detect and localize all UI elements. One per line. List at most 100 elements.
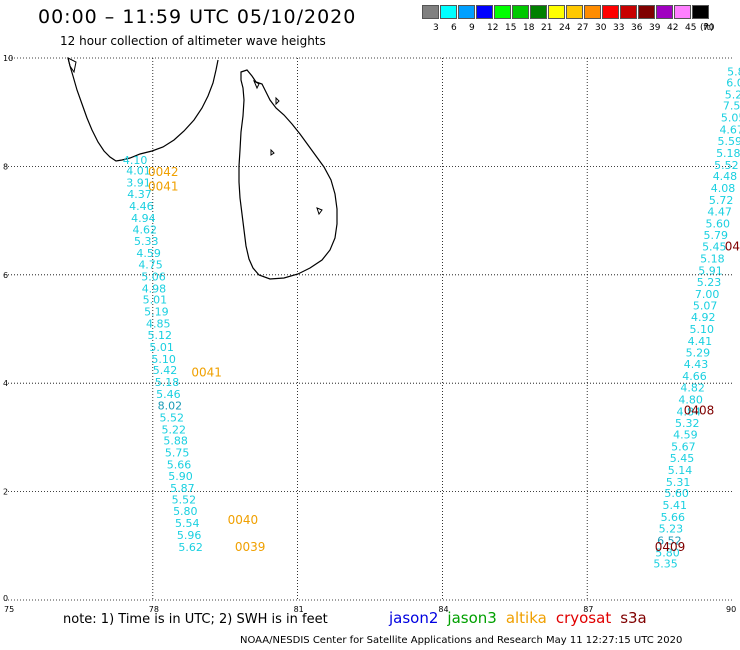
units-note: note: 1) Time is in UTC; 2) SWH is in fe… <box>63 612 328 627</box>
lat-tick-label: 8 <box>3 162 8 171</box>
swh-label: 5.72 <box>709 194 734 207</box>
swh-label: 5.23 <box>697 276 722 289</box>
swh-label: 5.31 <box>666 476 691 489</box>
legend-swatch <box>620 5 637 19</box>
swh-label: 5.66 <box>661 511 686 524</box>
legend-label: 12 <box>487 23 499 33</box>
swh-label: 5.14 <box>668 464 693 477</box>
legend-swatch <box>584 5 601 19</box>
time-label: 0039 <box>235 540 266 554</box>
swh-label: 5.60 <box>705 217 730 230</box>
legend-swatch <box>602 5 619 19</box>
island-1 <box>252 79 260 90</box>
satellite-s3a: s3a <box>620 609 647 627</box>
legend-swatch <box>476 5 493 19</box>
time-label: 0041 <box>191 365 222 379</box>
time-label: 0409 <box>655 540 686 554</box>
swh-label: 5.05 <box>721 112 740 125</box>
lon-tick-label: 90 <box>726 605 736 614</box>
swh-label: 5.45 <box>670 452 695 465</box>
legend-label: 15 <box>505 23 517 33</box>
swh-label: 5.32 <box>675 417 700 430</box>
time-label: 0042 <box>148 165 179 179</box>
map-title: 00:00 – 11:59 UTC 05/10/2020 <box>38 6 357 28</box>
lat-tick-label: 10 <box>3 54 13 63</box>
swh-label: 5.80 <box>173 505 198 518</box>
swh-label: 5.2 <box>725 88 740 101</box>
swh-label: 3.91 <box>126 177 150 190</box>
swh-label: 5.79 <box>704 229 729 242</box>
island-3 <box>316 207 323 216</box>
legend-swatch <box>548 5 565 19</box>
credit-line: NOAA/NESDIS Center for Satellite Applica… <box>240 635 683 646</box>
swh-label: 5.75 <box>165 447 190 460</box>
satellite-jason3: jason3 <box>447 609 497 627</box>
swh-label: 8.02 <box>158 399 183 412</box>
lon-tick-label: 78 <box>149 605 159 614</box>
legend-label: 27 <box>577 23 589 33</box>
swh-label: 5.80 <box>655 546 680 559</box>
swh-label: 5.12 <box>147 329 172 342</box>
legend-swatch <box>674 5 691 19</box>
legend-label: 39 <box>649 23 661 33</box>
swh-label: 6.52 <box>657 534 682 547</box>
india-coastline <box>67 57 219 162</box>
legend-label: 42 <box>667 23 679 33</box>
legend-label: 6 <box>451 23 457 33</box>
lat-lon-grid: 0 2 4 6 8 10 75 78 81 84 87 90 <box>3 54 736 614</box>
coastline <box>67 57 338 280</box>
legend-swatch <box>692 5 709 19</box>
swh-label: 5.18 <box>155 376 180 389</box>
swh-label: 5.33 <box>134 235 159 248</box>
legend-unit: (ft) <box>700 23 714 33</box>
lat-tick-label: 2 <box>3 488 8 497</box>
lon-tick-label: 81 <box>294 605 304 614</box>
legend-label: 30 <box>595 23 607 33</box>
swh-label: 5.01 <box>149 341 174 354</box>
swh-label: 5.96 <box>177 529 202 542</box>
legend-swatch <box>566 5 583 19</box>
swh-label: 4.48 <box>713 170 738 183</box>
swh-label: 5.18 <box>700 253 725 266</box>
swh-label: 4.75 <box>138 259 163 272</box>
legend-swatch <box>656 5 673 19</box>
swh-label: 4.59 <box>136 247 161 260</box>
legend-label: 24 <box>559 23 571 33</box>
time-label: 0408 <box>684 403 715 417</box>
swh-label: 4.98 <box>142 282 167 295</box>
legend-swatch <box>494 5 511 19</box>
legend-label: 3 <box>433 23 439 33</box>
swh-label: 4.08 <box>711 182 736 195</box>
swh-label: 5.01 <box>143 294 168 307</box>
swh-label: 5.91 <box>698 264 723 277</box>
swh-label: 4.47 <box>707 205 732 218</box>
swh-label: 4.10 <box>123 154 148 167</box>
legend-label: 33 <box>613 23 625 33</box>
swh-label: 5.07 <box>693 300 718 313</box>
swh-label: 5.66 <box>167 459 192 472</box>
legend-label: 36 <box>631 23 643 33</box>
swh-label: 5.8 <box>727 66 740 79</box>
legend-swatch <box>638 5 655 19</box>
time-label: 0041 <box>148 179 179 193</box>
lon-tick-label: 87 <box>583 605 593 614</box>
swh-label: 4.94 <box>131 212 156 225</box>
map-subtitle: 12 hour collection of altimeter wave hei… <box>60 34 326 48</box>
island-5 <box>67 57 77 74</box>
satellite-legend: jason2 jason3 altika cryosat s3a <box>389 609 656 627</box>
swh-label: 5.52 <box>160 411 185 424</box>
swh-label: 4.85 <box>146 318 171 331</box>
legend-swatch <box>530 5 547 19</box>
legend-swatch <box>512 5 529 19</box>
swh-label: 5.06 <box>141 270 166 283</box>
lon-tick-label: 75 <box>4 605 14 614</box>
swh-label: 4.43 <box>684 358 709 371</box>
swh-label: 5.22 <box>161 423 186 436</box>
swh-label: 5.87 <box>170 482 195 495</box>
swh-label: 5.52 <box>172 494 197 507</box>
lat-tick-label: 6 <box>3 271 8 280</box>
swh-label: 5.41 <box>662 499 687 512</box>
swh-label: 5.62 <box>178 541 203 554</box>
legend-label: 9 <box>469 23 475 33</box>
